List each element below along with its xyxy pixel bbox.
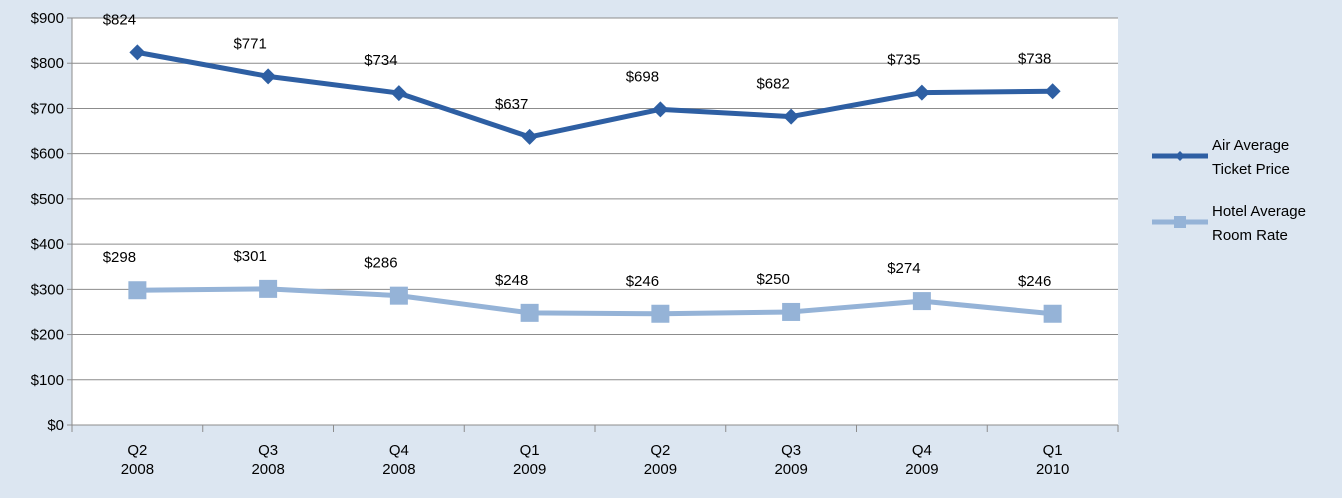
data-label: $771 (233, 35, 266, 52)
data-label: $738 (1018, 50, 1051, 67)
x-tick-label: 2008 (121, 461, 154, 478)
marker (259, 279, 278, 298)
data-label: $637 (495, 96, 528, 113)
plot-area (72, 18, 1118, 425)
y-tick-label: $100 (31, 372, 64, 389)
data-label: $824 (103, 11, 136, 28)
x-tick-label: 2009 (774, 461, 807, 478)
marker (783, 108, 800, 125)
legend-item: Hotel Average Room Rate (1150, 200, 1340, 248)
x-tick-label: Q3 (781, 442, 801, 459)
y-tick-label: $800 (31, 55, 64, 72)
marker (912, 292, 931, 311)
marker (651, 304, 670, 323)
legend-label: Air Average Ticket Price (1212, 137, 1290, 178)
data-label: $734 (364, 52, 397, 69)
marker (390, 85, 407, 102)
marker (1044, 83, 1061, 100)
legend-swatch (1152, 151, 1208, 161)
y-tick-label: $900 (31, 10, 64, 27)
y-tick-label: $500 (31, 191, 64, 208)
y-tick-label: $300 (31, 281, 64, 298)
x-tick-label: Q3 (258, 442, 278, 459)
x-tick-label: 2009 (644, 461, 677, 478)
x-tick-label: Q4 (912, 442, 932, 459)
marker (128, 281, 147, 300)
legend-swatch (1152, 216, 1208, 228)
x-tick-label: Q4 (389, 442, 409, 459)
y-tick-label: $400 (31, 236, 64, 253)
legend-item: Air Average Ticket Price (1150, 134, 1340, 182)
legend: Air Average Ticket Price Hotel Average Ro… (1150, 134, 1340, 266)
data-label: $248 (495, 272, 528, 289)
data-label: $274 (887, 260, 920, 277)
series-line (137, 286, 1053, 317)
marker (389, 286, 408, 305)
data-label: $698 (626, 68, 659, 85)
data-label: $682 (756, 76, 789, 93)
series-line (136, 49, 1053, 140)
y-tick-label: $0 (47, 417, 64, 434)
y-tick-label: $600 (31, 146, 64, 163)
x-tick-label: 2008 (251, 461, 284, 478)
legend-label: Hotel Average Room Rate (1212, 203, 1306, 244)
marker (521, 128, 538, 145)
data-label: $246 (626, 273, 659, 290)
marker (1043, 304, 1062, 323)
x-tick-label: 2009 (905, 461, 938, 478)
marker (129, 44, 146, 61)
data-label: $246 (1018, 273, 1051, 290)
data-label: $735 (887, 52, 920, 69)
marker (260, 68, 277, 85)
marker (913, 84, 930, 101)
x-tick-label: Q2 (127, 442, 147, 459)
x-tick-label: Q1 (520, 442, 540, 459)
marker (520, 303, 539, 322)
y-tick-label: $700 (31, 100, 64, 117)
x-tick-label: 2009 (513, 461, 546, 478)
x-tick-label: 2010 (1036, 461, 1069, 478)
data-label: $250 (756, 271, 789, 288)
x-tick-label: 2008 (382, 461, 415, 478)
data-label: $298 (103, 249, 136, 266)
data-label: $301 (233, 248, 266, 265)
marker (652, 101, 669, 118)
data-label: $286 (364, 255, 397, 272)
x-tick-label: Q2 (650, 442, 670, 459)
marker (782, 302, 801, 321)
y-tick-label: $200 (31, 327, 64, 344)
x-tick-label: Q1 (1043, 442, 1063, 459)
